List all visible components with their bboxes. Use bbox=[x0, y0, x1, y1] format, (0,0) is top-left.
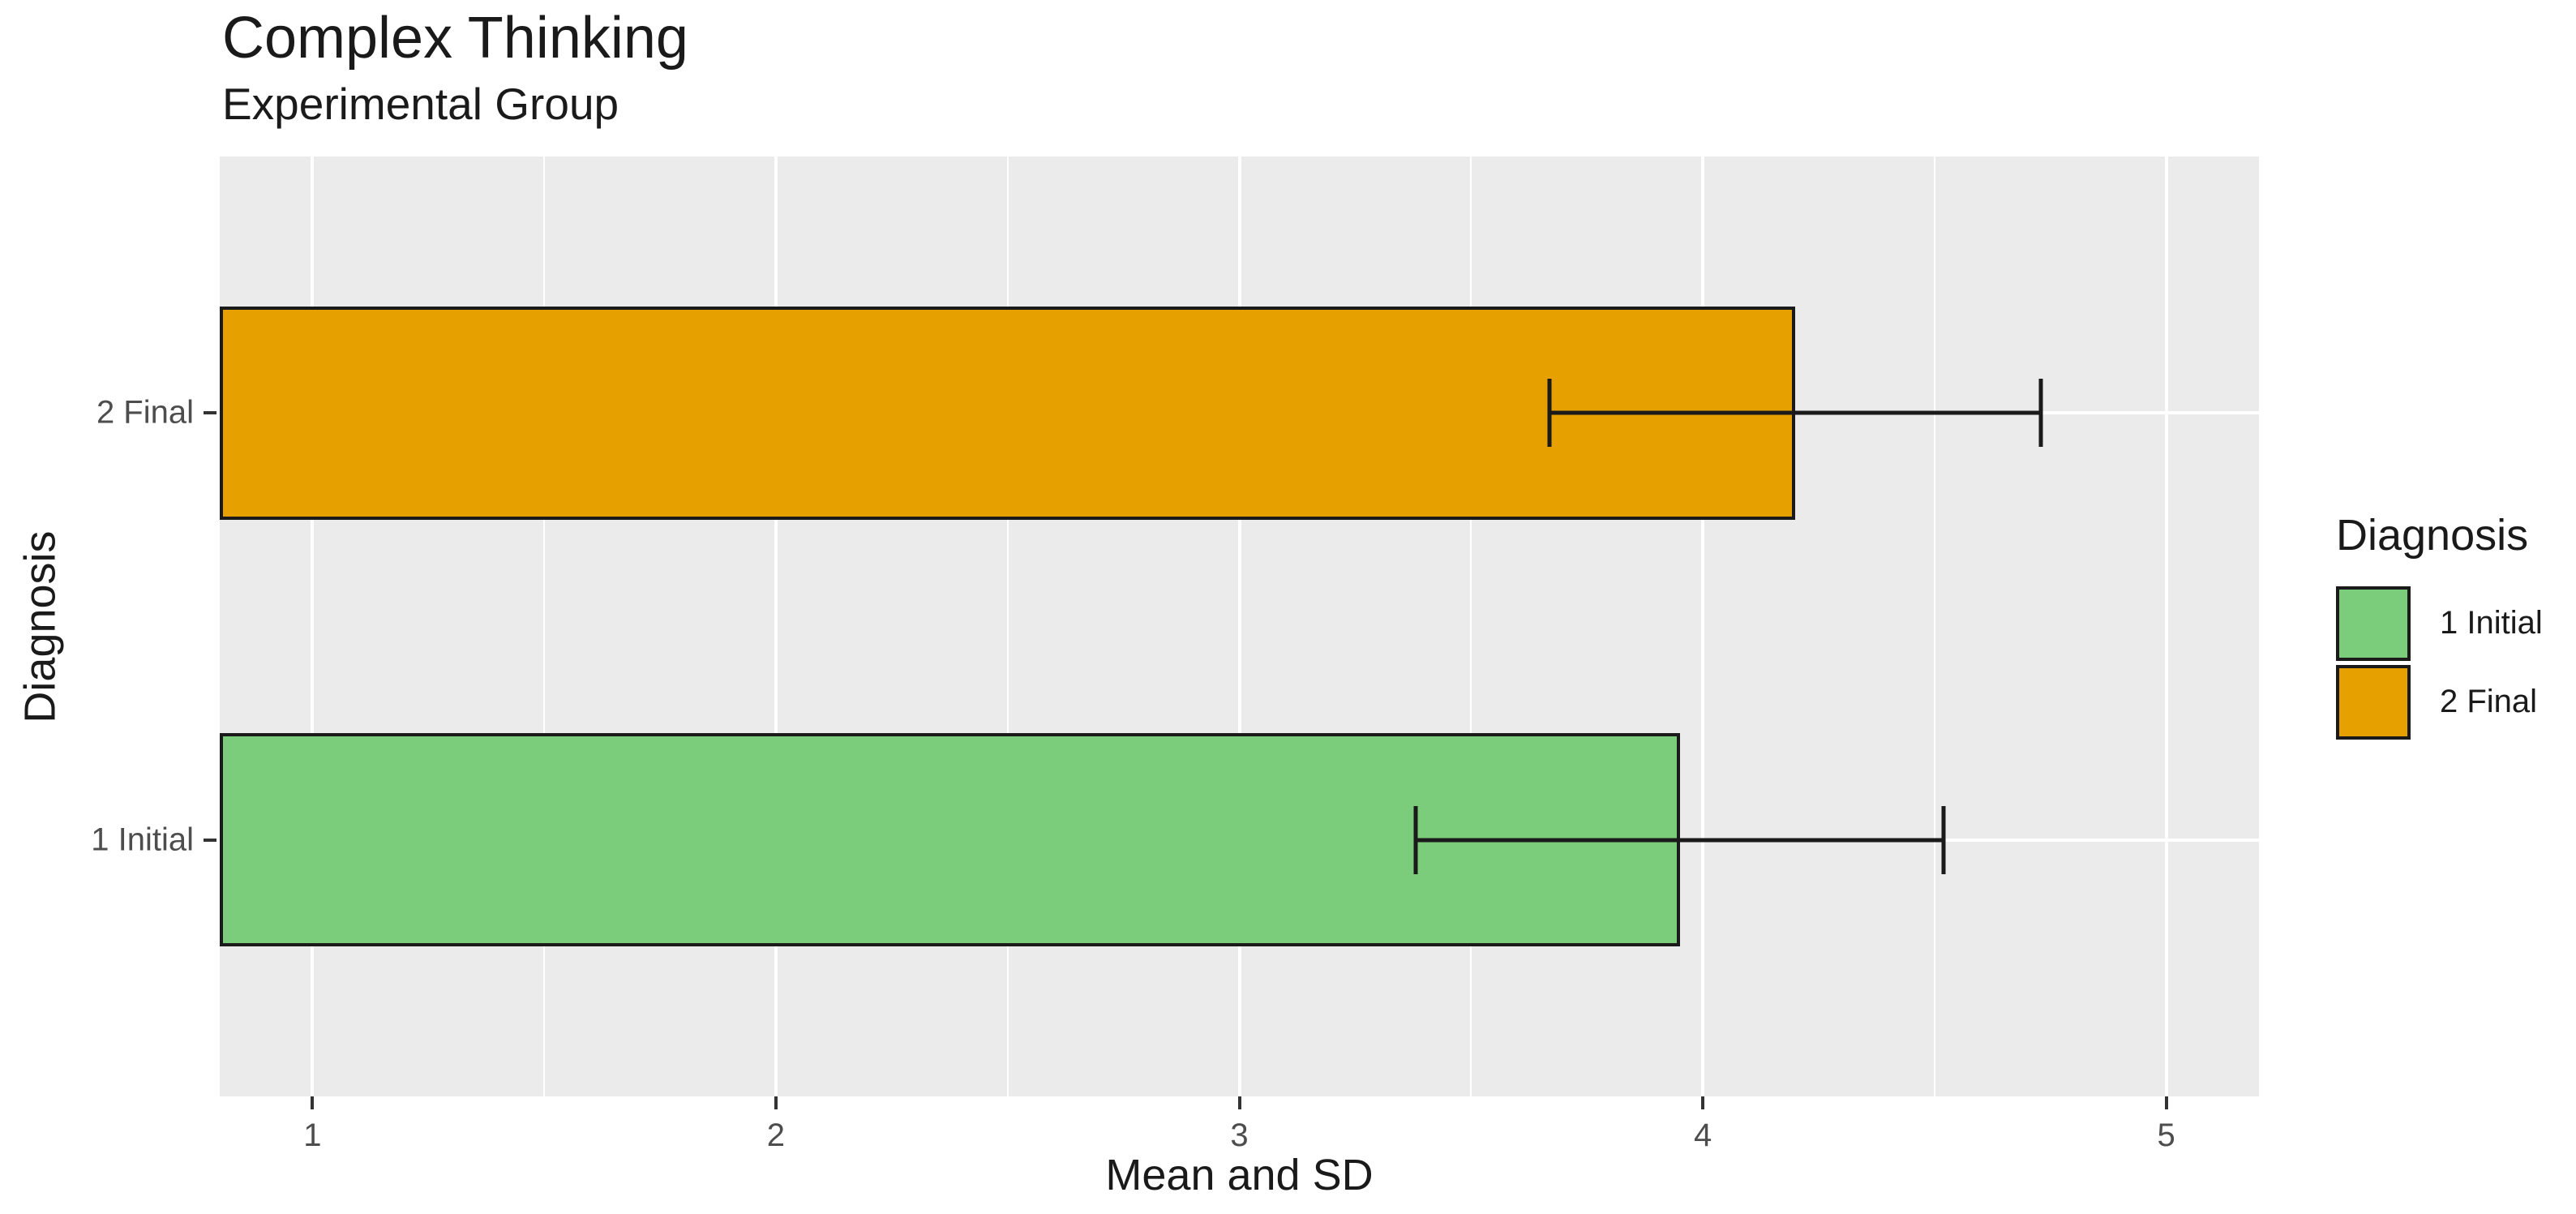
y-tick-mark bbox=[204, 411, 216, 415]
chart-subtitle: Experimental Group bbox=[222, 79, 619, 129]
gridline-minor-vertical bbox=[1470, 157, 1472, 1096]
x-tick-mark bbox=[1237, 1096, 1241, 1109]
legend: Diagnosis 1 Initial 2 Final bbox=[2336, 157, 2543, 1096]
bar-2-final bbox=[220, 306, 1796, 520]
gridline-minor-vertical bbox=[543, 157, 546, 1096]
error-bar-cap-high bbox=[1941, 805, 1946, 874]
legend-key-swatch bbox=[2336, 586, 2411, 661]
legend-key-swatch bbox=[2336, 664, 2411, 740]
error-bar-cap-low bbox=[1413, 805, 1418, 874]
y-axis-title: Diagnosis bbox=[16, 530, 65, 723]
x-axis-title: Mean and SD bbox=[1105, 1151, 1374, 1199]
gridline-major-vertical bbox=[774, 157, 778, 1096]
legend-entry-label: 2 Final bbox=[2440, 684, 2538, 719]
x-tick-label: 5 bbox=[2157, 1117, 2175, 1153]
y-axis-title-wrap: Diagnosis bbox=[8, 157, 73, 1096]
chart-title: Complex Thinking bbox=[222, 6, 688, 71]
y-axis: 2 Final 1 Initial bbox=[0, 157, 220, 1096]
legend-entry: 1 Initial bbox=[2336, 586, 2543, 661]
gridline-minor-vertical bbox=[1933, 157, 1935, 1096]
x-tick-mark bbox=[2164, 1096, 2168, 1109]
x-tick-mark bbox=[1701, 1096, 1705, 1109]
gridline-major-vertical bbox=[311, 157, 315, 1096]
legend-entry-label: 1 Initial bbox=[2440, 605, 2543, 641]
y-tick-mark bbox=[204, 838, 216, 842]
gridline-minor-vertical bbox=[1006, 157, 1009, 1096]
legend-entry: 2 Final bbox=[2336, 664, 2543, 740]
x-tick-label: 1 bbox=[303, 1117, 322, 1153]
y-tick-label: 1 Initial bbox=[91, 821, 194, 858]
x-tick-label: 3 bbox=[1230, 1117, 1249, 1153]
plot-panel bbox=[220, 157, 2259, 1096]
y-tick-label: 2 Final bbox=[96, 394, 194, 431]
gridline-major-vertical bbox=[2164, 157, 2168, 1096]
gridline-major-vertical bbox=[1237, 157, 1241, 1096]
error-bar-line bbox=[1415, 838, 1944, 843]
error-bar-cap-high bbox=[2038, 379, 2043, 448]
error-bar-line bbox=[1549, 410, 2042, 415]
x-tick-label: 2 bbox=[766, 1117, 786, 1153]
error-bar-cap-low bbox=[1547, 379, 1552, 448]
x-tick-mark bbox=[774, 1096, 778, 1109]
x-tick-mark bbox=[311, 1096, 315, 1109]
legend-title: Diagnosis bbox=[2336, 510, 2529, 560]
gridline-major-vertical bbox=[1701, 157, 1705, 1096]
x-axis: 1 2 3 4 5 bbox=[220, 1096, 2259, 1202]
x-tick-label: 4 bbox=[1693, 1117, 1712, 1153]
legend-entries: 1 Initial 2 Final bbox=[2336, 586, 2543, 744]
